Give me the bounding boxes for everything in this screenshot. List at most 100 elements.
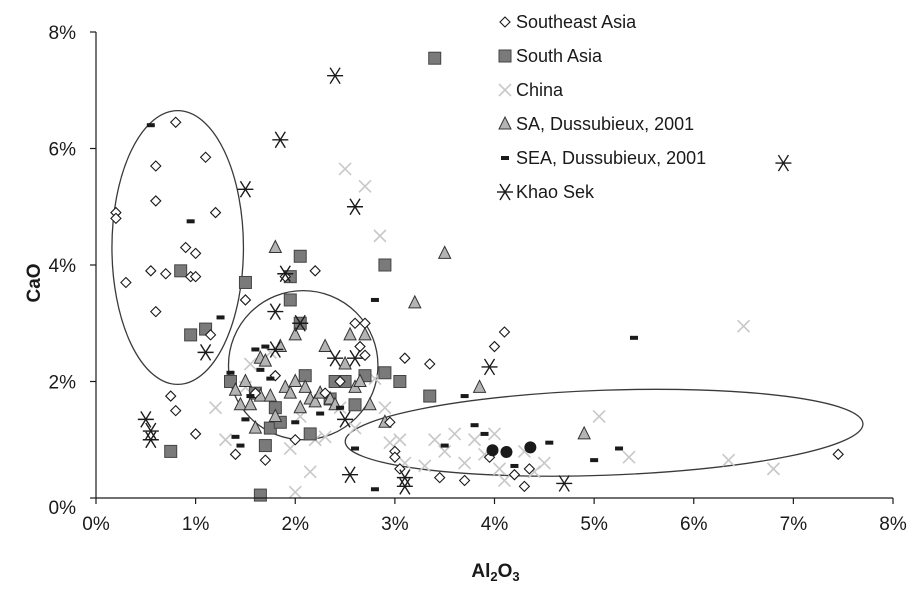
legend-marker <box>498 115 512 130</box>
data-point <box>291 420 300 425</box>
data-point <box>303 465 317 479</box>
data-point <box>399 352 411 364</box>
data-point <box>283 385 298 399</box>
data-point <box>486 444 499 457</box>
data-point <box>258 439 272 453</box>
data-point <box>389 451 401 464</box>
legend-item: SA, Dussubieux, 2001 <box>498 114 694 134</box>
legend-item: Khao Sek <box>497 182 595 202</box>
data-point <box>283 293 297 307</box>
data-point <box>338 355 352 370</box>
data-point <box>736 319 751 333</box>
data-point <box>373 229 387 243</box>
data-point <box>233 396 248 411</box>
data-point <box>241 417 250 422</box>
y-tick-label: 4% <box>49 256 77 277</box>
x-tick-label: 2% <box>282 514 310 535</box>
data-point <box>358 326 372 341</box>
data-point <box>378 401 392 415</box>
data-point <box>277 265 294 283</box>
data-point <box>303 427 317 441</box>
data-point <box>458 474 471 487</box>
data-point <box>348 398 362 412</box>
data-point <box>164 444 178 458</box>
data-point <box>228 382 243 396</box>
data-point <box>149 305 162 318</box>
data-point <box>267 303 284 320</box>
data-point <box>396 469 413 486</box>
data-point <box>293 399 308 414</box>
data-point <box>184 328 198 342</box>
data-point <box>448 427 462 441</box>
data-point <box>309 265 321 277</box>
data-point <box>338 162 352 176</box>
data-point <box>629 335 638 340</box>
data-point <box>423 358 436 370</box>
legend-label: SA, Dussubieux, 2001 <box>516 114 694 134</box>
data-point <box>458 456 472 470</box>
data-point <box>518 480 531 493</box>
data-point <box>396 477 413 495</box>
legend-item: SEA, Dussubieux, 2001 <box>501 148 706 168</box>
y-tick-label: 8% <box>49 23 77 44</box>
data-point <box>238 373 253 387</box>
data-point <box>186 219 195 224</box>
data-point <box>363 396 377 411</box>
data-point <box>174 264 188 278</box>
data-point <box>508 468 521 481</box>
data-point <box>622 450 636 464</box>
data-point <box>243 396 258 411</box>
data-point <box>407 294 422 309</box>
data-point <box>209 206 222 219</box>
data-point <box>378 258 392 272</box>
x-axis-title-sub: 3 <box>512 569 519 584</box>
ellipse-group <box>111 109 864 477</box>
legend-label: Southeast Asia <box>516 12 637 32</box>
data-point <box>359 317 371 330</box>
x-tick-label: 0% <box>82 514 110 535</box>
data-point <box>468 433 482 447</box>
data-point <box>487 427 502 441</box>
data-point <box>298 379 313 393</box>
data-point <box>460 394 469 399</box>
data-point <box>110 212 122 225</box>
data-point <box>189 247 202 260</box>
group-ellipse <box>111 109 245 386</box>
data-point <box>318 430 332 444</box>
data-point <box>472 379 487 393</box>
data-point <box>577 425 591 440</box>
x-axis-title-part: Al <box>471 561 490 582</box>
data-point <box>149 195 162 207</box>
data-point <box>766 462 781 476</box>
data-point <box>615 446 624 451</box>
data-point <box>272 131 289 149</box>
data-point <box>223 375 237 388</box>
data-point <box>237 180 254 198</box>
data-point <box>164 390 177 402</box>
data-point <box>256 367 265 372</box>
data-point <box>145 265 157 277</box>
data-point <box>259 454 272 466</box>
data-point <box>437 245 452 259</box>
data-point <box>498 326 511 338</box>
data-point <box>336 405 345 410</box>
data-point <box>204 329 217 341</box>
x-tick-label: 7% <box>780 514 808 535</box>
data-point <box>292 314 309 332</box>
data-point <box>500 445 513 458</box>
y-tick-label: 2% <box>49 373 77 394</box>
data-point <box>775 154 792 172</box>
data-point <box>523 463 536 475</box>
x-tick-label: 6% <box>680 514 708 535</box>
data-point <box>480 431 489 436</box>
legend-item: China <box>498 80 564 100</box>
x-tick-label: 4% <box>481 514 509 535</box>
data-point <box>229 448 242 461</box>
data-point <box>545 440 554 445</box>
legend-label: China <box>516 80 564 100</box>
legend-label: South Asia <box>516 46 603 66</box>
data-point <box>308 393 322 408</box>
data-point <box>266 376 275 381</box>
legend-label: SEA, Dussubieux, 2001 <box>516 148 706 168</box>
